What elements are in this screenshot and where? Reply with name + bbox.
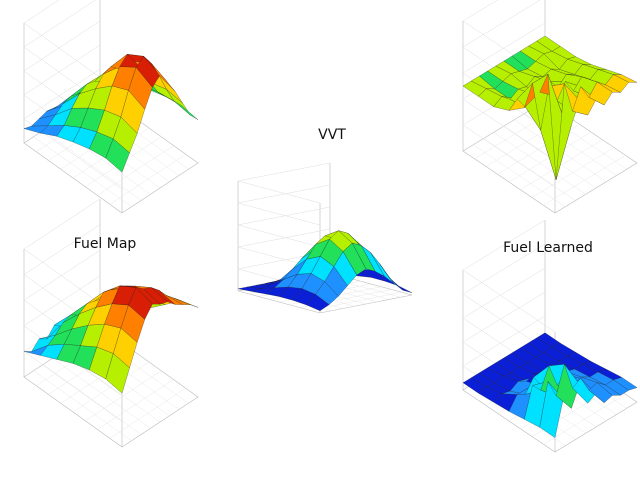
top-right-wall-gridline xyxy=(462,22,556,136)
vvt-wall-gridline xyxy=(237,184,331,226)
fuel-learned-surface-chart xyxy=(462,219,638,453)
fuel-learned-wall-gridline xyxy=(462,219,556,333)
top-right-surface xyxy=(462,35,638,180)
vvt-surface-cell xyxy=(389,277,413,293)
fuel-learned-surface-cell xyxy=(613,377,638,391)
vvt-wall-gridline xyxy=(237,162,331,204)
top-right-surface-cell xyxy=(613,74,638,83)
vvt-wall-gridline xyxy=(237,228,331,270)
vvt-surface-chart xyxy=(237,162,413,314)
top-left-wall-gridline xyxy=(23,0,123,94)
fuel-learned-wall-gridline xyxy=(462,243,556,357)
vvt-label: VVT xyxy=(318,127,346,143)
top-right-floor xyxy=(462,100,638,214)
top-left-wall-gridline xyxy=(23,68,123,190)
vvt-surface xyxy=(237,230,413,311)
fuel-map-surface xyxy=(23,285,199,394)
top-left-axes-frame xyxy=(23,0,199,214)
top-left-surface xyxy=(23,54,199,173)
fuel-map-surface-cell xyxy=(174,298,199,308)
top-left-surface-chart xyxy=(23,0,199,214)
fuel-map-wall-gridline xyxy=(23,275,123,397)
fuel-map-label: Fuel Map xyxy=(73,236,137,252)
fuel-map-surface-chart xyxy=(23,198,199,448)
fuel-map-wall-gridline xyxy=(23,198,123,320)
top-right-surface-chart xyxy=(462,0,638,214)
fuel-learned-surface xyxy=(462,332,638,438)
fuel-learned-label: Fuel Learned xyxy=(503,240,593,256)
vvt-wall-gridline xyxy=(237,206,331,248)
top-left-surface-cell xyxy=(174,100,199,120)
